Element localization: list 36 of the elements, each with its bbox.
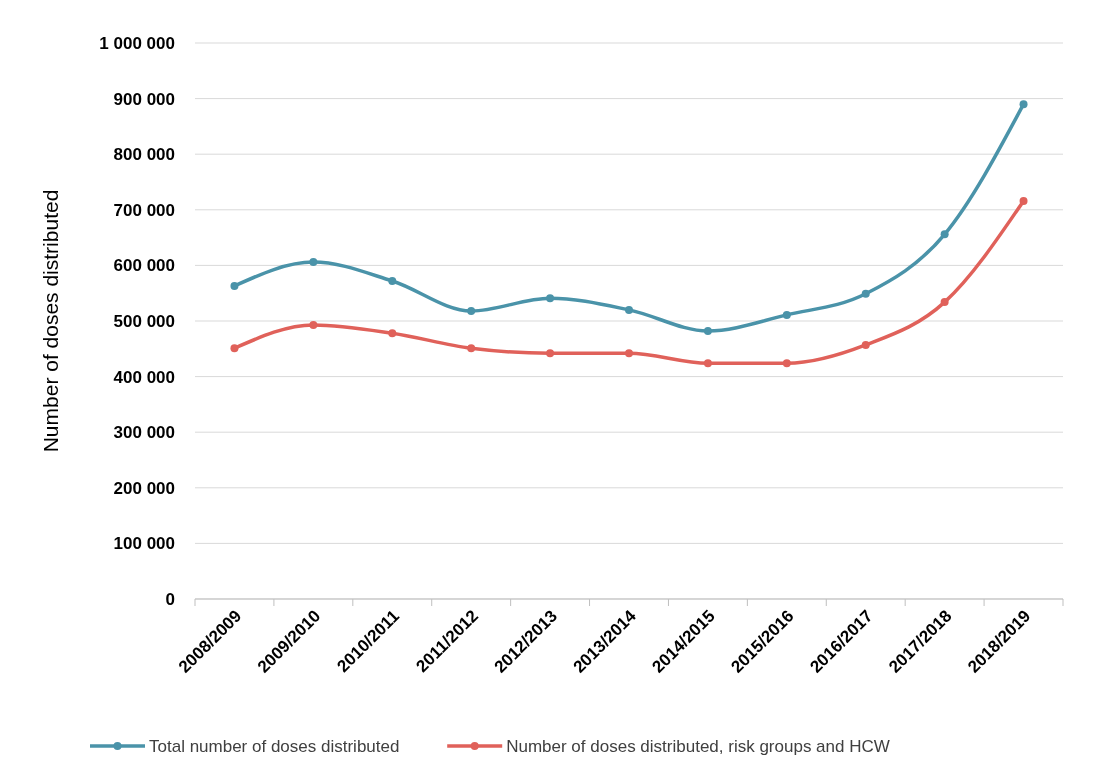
y-tick-label: 1 000 000 (99, 34, 175, 53)
point (230, 344, 239, 353)
point (625, 305, 633, 314)
point (940, 298, 949, 307)
point (625, 349, 633, 358)
legend-label: Number of doses distributed, risk groups and HCW (506, 737, 890, 756)
point (703, 359, 712, 368)
y-tick-label: 700 000 (113, 200, 175, 220)
point (309, 258, 318, 267)
point (861, 289, 870, 298)
point (230, 281, 239, 290)
point (1019, 196, 1028, 205)
point (388, 329, 397, 338)
y-tick-label: 900 000 (113, 89, 175, 109)
point (782, 310, 791, 319)
y-tick-label: 800 000 (113, 145, 175, 165)
y-tick-label: 0 (165, 590, 175, 609)
point (309, 320, 318, 329)
y-tick-label: 200 000 (113, 478, 175, 498)
y-tick-label: 100 000 (113, 534, 175, 554)
point (546, 349, 555, 358)
y-tick-label: 300 000 (113, 423, 175, 443)
y-tick-label: 500 000 (113, 312, 175, 331)
y-tick-label: 600 000 (113, 256, 175, 276)
point (1019, 100, 1028, 109)
point (703, 327, 712, 336)
y-axis-title: Number of doses distributed (39, 189, 62, 453)
point (546, 294, 555, 303)
point (467, 344, 476, 353)
point (782, 359, 791, 368)
y-tick-label: 400 000 (113, 367, 175, 387)
point (467, 306, 476, 315)
point (861, 340, 870, 349)
point (940, 230, 949, 239)
point (388, 276, 397, 285)
legend-label: Total number of doses distributed (149, 737, 400, 756)
